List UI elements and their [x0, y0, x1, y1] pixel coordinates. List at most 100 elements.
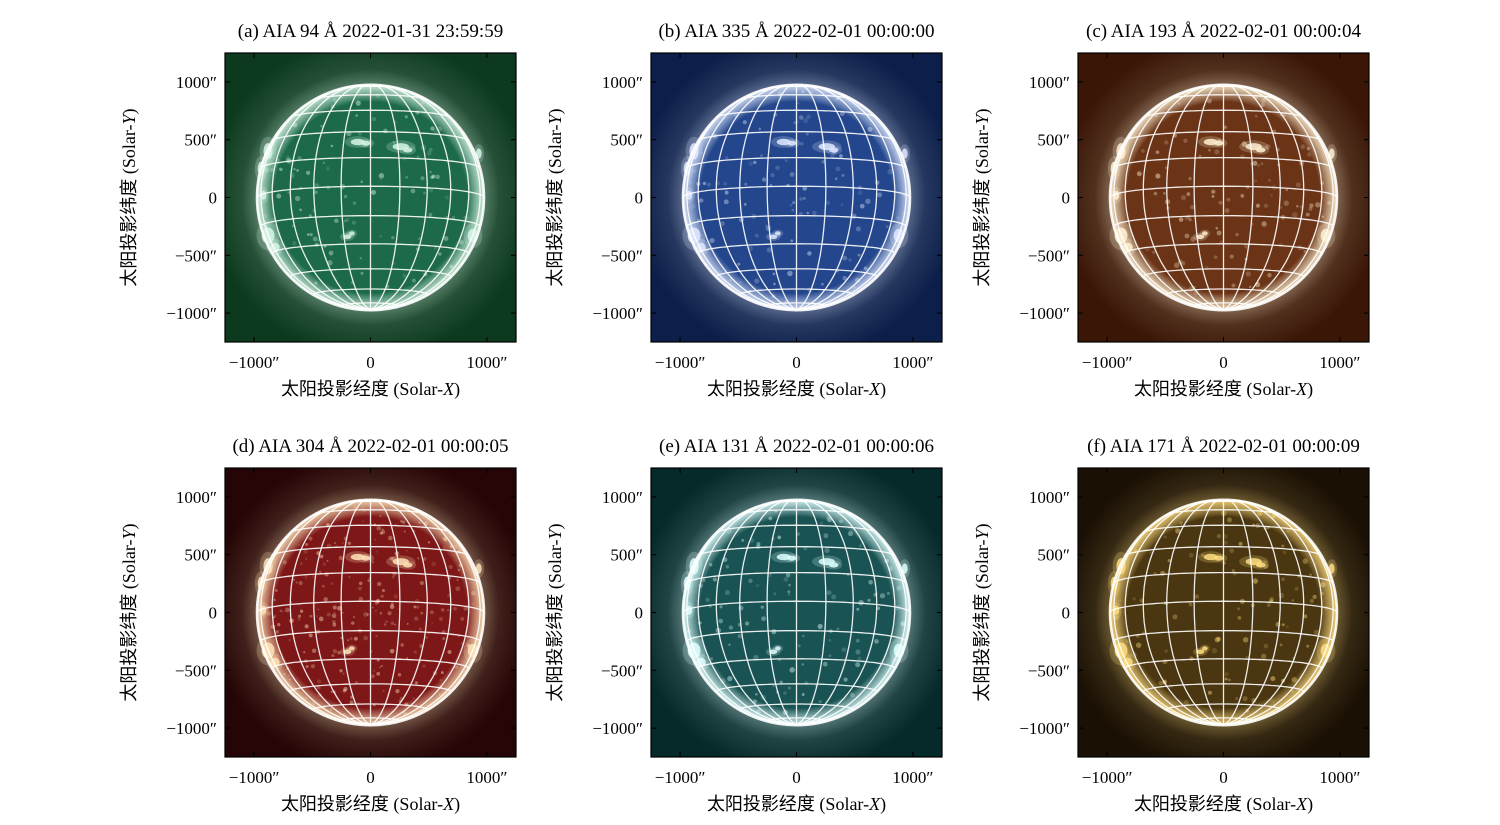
x-tick-label: 0 [1219, 353, 1228, 372]
x-tick-label: 0 [366, 353, 375, 372]
longitude-line [370, 499, 401, 726]
y-tick-label: 1000″ [176, 488, 217, 507]
x-tick-label: 1000″ [1319, 768, 1360, 787]
y-tick-label: −500″ [1028, 661, 1070, 680]
longitude-line [271, 85, 371, 311]
limb-circle [1108, 83, 1339, 312]
y-tick-label: 500″ [184, 546, 217, 565]
disk-texture [263, 90, 469, 288]
longitude-line [796, 499, 827, 726]
longitude-line [313, 84, 371, 311]
longitude-line [1223, 85, 1323, 311]
y-tick-label: 1000″ [1029, 73, 1070, 92]
y-tick-label: 0 [1062, 604, 1071, 623]
y-tick-label: 500″ [610, 546, 643, 565]
longitude-line [1166, 499, 1224, 726]
x-tick-label: 1000″ [1319, 353, 1360, 372]
y-tick-label: −1000″ [166, 719, 217, 738]
x-tick-label: 1000″ [892, 353, 933, 372]
panel-304: −1000″ 0 1000″ 1000″ 500″ 0 −500″ −1000″ (d) AIA… [119, 436, 517, 815]
x-axis-label: 太阳投影经度 (Solar-X) [281, 379, 460, 400]
longitude-line [370, 500, 470, 726]
longitude-line [766, 84, 797, 311]
disk-texture [262, 505, 476, 718]
longitude-line [1223, 84, 1305, 311]
y-tick-label: −1000″ [1019, 719, 1070, 738]
panel-131: −1000″ 0 1000″ 1000″ 500″ 0 −500″ −1000″ (e) AIA… [545, 436, 943, 815]
limb-circle [681, 498, 912, 727]
y-tick-label: 500″ [184, 131, 217, 150]
panel-title: (c) AIA 193 Å 2022-02-01 00:00:04 [1086, 21, 1361, 42]
longitude-line [796, 500, 896, 726]
heliographic-grid [681, 83, 912, 312]
x-tick-label: 1000″ [892, 768, 933, 787]
heliographic-grid [681, 498, 912, 727]
y-tick-label: 1000″ [1029, 488, 1070, 507]
panel-193: −1000″ 0 1000″ 1000″ 500″ 0 −500″ −1000″ (c) AIA… [972, 21, 1370, 400]
longitude-line [1142, 499, 1224, 726]
y-tick-label: −500″ [175, 246, 217, 265]
longitude-line [739, 84, 797, 311]
y-tick-label: 1000″ [176, 73, 217, 92]
y-tick-label: 0 [209, 189, 218, 208]
y-tick-label: 0 [635, 604, 644, 623]
y-tick-label: 500″ [1037, 546, 1070, 565]
longitude-line [370, 85, 470, 311]
x-tick-label: 0 [792, 353, 801, 372]
x-axis-label: 太阳投影经度 (Solar-X) [281, 794, 460, 815]
limb-circle [681, 83, 912, 312]
longitude-line [370, 84, 452, 311]
longitude-line [796, 499, 878, 726]
x-tick-label: −1000″ [1082, 768, 1133, 787]
longitude-line [289, 499, 371, 726]
longitude-line [340, 499, 371, 726]
longitude-line [370, 499, 428, 726]
longitude-line [370, 84, 401, 311]
panel-title: (b) AIA 335 Å 2022-02-01 00:00:00 [658, 21, 934, 42]
longitude-line [289, 84, 371, 311]
y-tick-label: 500″ [610, 131, 643, 150]
x-tick-label: −1000″ [229, 353, 280, 372]
y-tick-label: −1000″ [1019, 304, 1070, 323]
y-tick-label: 0 [635, 189, 644, 208]
panel-title: (d) AIA 304 Å 2022-02-01 00:00:05 [232, 436, 508, 457]
longitude-line [1193, 499, 1224, 726]
heliographic-grid [255, 498, 486, 727]
y-axis-label: 太阳投影纬度 (Solar-Y) [119, 108, 140, 286]
longitude-line [796, 85, 896, 311]
longitude-line [1166, 84, 1224, 311]
x-tick-label: 1000″ [466, 353, 507, 372]
longitude-line [1223, 84, 1254, 311]
y-tick-label: −500″ [601, 246, 643, 265]
x-tick-label: 0 [1219, 768, 1228, 787]
limb-circle [1108, 498, 1339, 727]
y-tick-label: −500″ [175, 661, 217, 680]
disk-texture [1121, 95, 1332, 296]
heliographic-grid [1108, 498, 1339, 727]
x-tick-label: 0 [792, 768, 801, 787]
y-tick-label: 1000″ [602, 73, 643, 92]
y-tick-label: −1000″ [166, 304, 217, 323]
longitude-line [370, 84, 428, 311]
y-axis-label: 太阳投影纬度 (Solar-Y) [119, 523, 140, 701]
longitude-line [796, 84, 854, 311]
longitude-line [340, 84, 371, 311]
panel-171: −1000″ 0 1000″ 1000″ 500″ 0 −500″ −1000″ (f) AIA… [972, 436, 1370, 815]
y-tick-label: −1000″ [592, 719, 643, 738]
longitude-line [1223, 500, 1323, 726]
panel-94: −1000″ 0 1000″ 1000″ 500″ 0 −500″ −1000″ (a) AIA… [119, 21, 517, 400]
longitude-line [796, 84, 878, 311]
longitude-line [1223, 84, 1281, 311]
x-tick-label: −1000″ [1082, 353, 1133, 372]
longitude-line [697, 500, 797, 726]
longitude-line [796, 499, 854, 726]
longitude-line [739, 499, 797, 726]
longitude-line [1142, 84, 1224, 311]
longitude-line [796, 84, 827, 311]
y-axis-label: 太阳投影纬度 (Solar-Y) [972, 523, 993, 701]
panel-335: −1000″ 0 1000″ 1000″ 500″ 0 −500″ −1000″ (b) AIA… [545, 21, 943, 400]
y-tick-label: −1000″ [592, 304, 643, 323]
x-tick-label: −1000″ [655, 768, 706, 787]
longitude-line [370, 499, 452, 726]
